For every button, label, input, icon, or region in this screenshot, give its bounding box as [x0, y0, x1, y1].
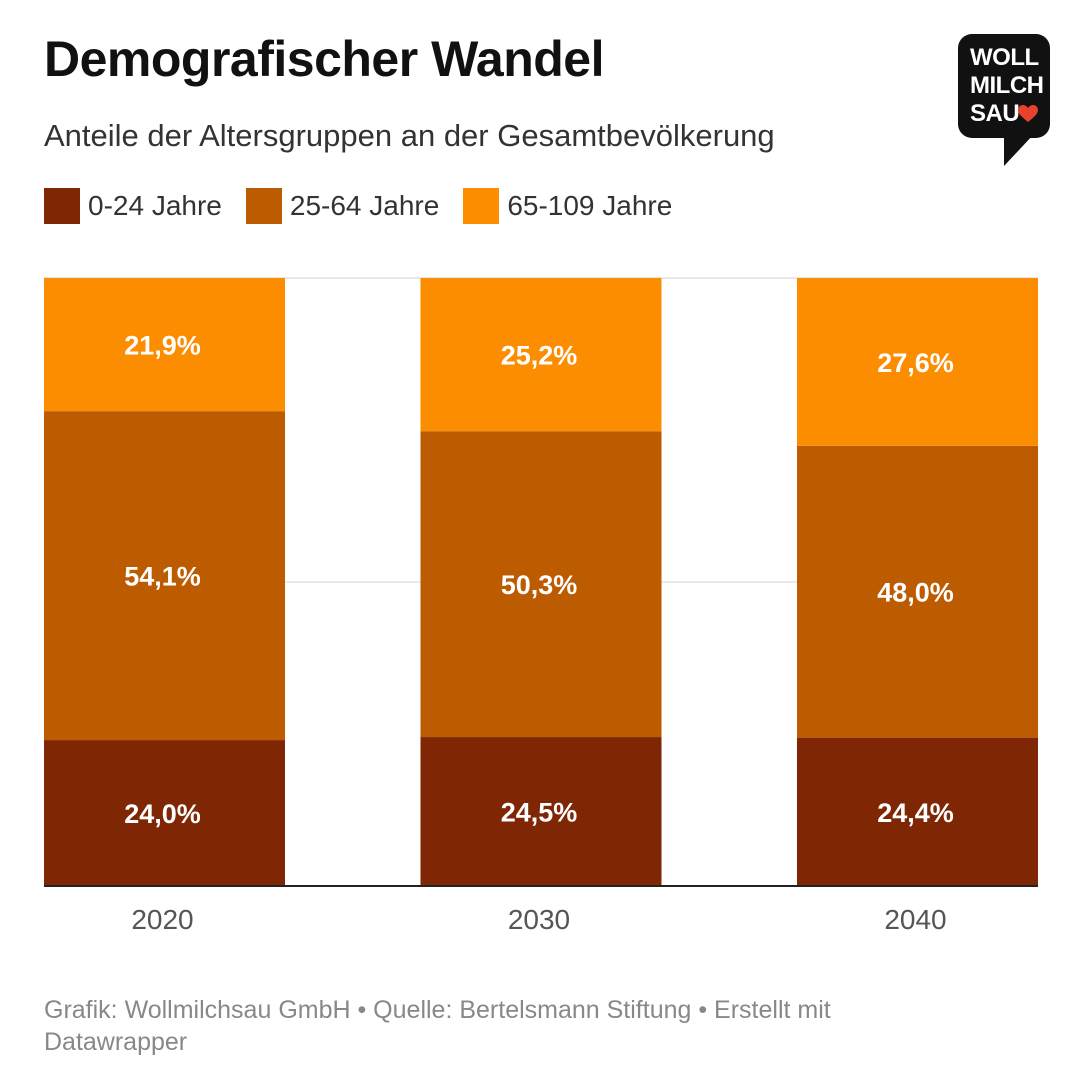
legend-item-0-24: 0-24 Jahre [44, 188, 222, 224]
legend-label-65-109: 65-109 Jahre [507, 190, 673, 221]
legend-label-0-24: 0-24 Jahre [88, 190, 222, 221]
bar-2030-series-1 [420, 431, 662, 738]
bar-2040-series-2 [797, 278, 1038, 446]
bar-2030-series-2 [420, 278, 662, 432]
logo-speech-tail [1004, 134, 1034, 166]
x-tick-label-2020: 2020 [131, 904, 193, 935]
legend-swatch-0-24 [44, 188, 80, 224]
chart-title: Demografischer Wandel [44, 31, 605, 87]
x-tick-label-2030: 2030 [508, 904, 570, 935]
bar-2020-series-0 [44, 740, 285, 886]
bar-label-2040-series-1: 48,0% [877, 578, 954, 608]
logo-line-3: SAU [970, 100, 1020, 127]
bar-label-2020-series-2: 21,9% [124, 331, 201, 361]
legend-swatch-65-109 [463, 188, 500, 224]
x-tick-label-2040: 2040 [884, 904, 946, 935]
bar-2020-series-1 [44, 411, 285, 741]
bar-label-2030-series-1: 50,3% [501, 570, 578, 600]
stacked-bar-chart: 24,0% 54,1% 21,9% 2020 24,5% 50,3% 25,2% 2030 24… [44, 277, 1038, 935]
legend-item-65-109: 65-109 Jahre [463, 188, 672, 224]
chart-subtitle: Anteile der Altersgruppen an der Gesamtb… [44, 118, 775, 153]
logo-badge [958, 34, 1050, 138]
wollmilchsau-logo: WOLL MILCH SAU [958, 34, 1050, 168]
legend-item-25-64: 25-64 Jahre [245, 188, 440, 224]
bar-2040-series-0 [797, 737, 1038, 886]
bar-label-2040-series-0: 24,4% [877, 798, 954, 828]
bar-label-2030-series-2: 25,2% [501, 341, 578, 371]
logo-line-1: WOLL [970, 44, 1039, 71]
chart-footer: Grafik: Wollmilchsau GmbH • Quelle: Bert… [44, 996, 831, 1056]
legend-swatch-25-64 [245, 188, 282, 224]
bar-label-2030-series-0: 24,5% [501, 798, 578, 828]
bar-label-2040-series-2: 27,6% [877, 348, 954, 378]
logo-text: WOLL MILCH SAU [970, 44, 1044, 128]
bar-2030-series-0 [420, 737, 662, 886]
bar-label-2020-series-1: 54,1% [124, 562, 201, 592]
bar-2040-series-1 [797, 445, 1038, 738]
logo-line-2: MILCH [970, 72, 1044, 99]
legend-label-25-64: 25-64 Jahre [289, 190, 440, 221]
chart-legend: 0-24 Jahre 25-64 Jahre 65-109 Jahre [44, 188, 696, 224]
bar-label-2020-series-0: 24,0% [124, 799, 201, 829]
heart-icon [1018, 105, 1038, 122]
bar-2020-series-2 [44, 278, 285, 412]
